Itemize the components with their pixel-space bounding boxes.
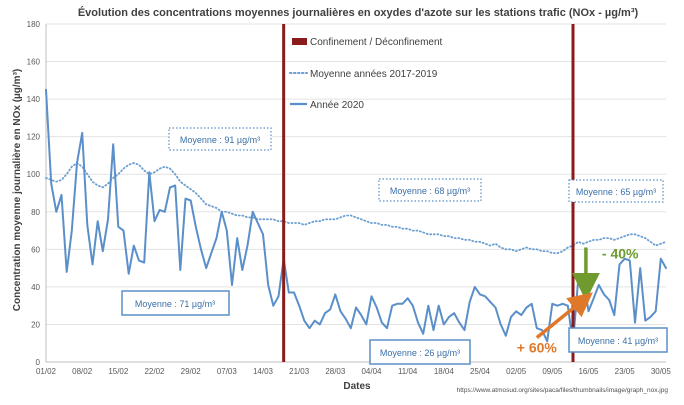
x-tick-label-14: 09/05 xyxy=(542,367,563,376)
increase-arrow xyxy=(535,292,593,339)
annotation-mean-26: Moyenne : 26 µg/m³ xyxy=(369,339,471,365)
legend-swatch-confinement xyxy=(292,38,307,45)
x-tick-label-7: 21/03 xyxy=(289,367,310,376)
axes xyxy=(45,24,666,363)
series-line-1 xyxy=(45,88,667,345)
annotation-mean-65-text: Moyenne : 65 µg/m³ xyxy=(576,187,656,197)
y-tick-label-3: 60 xyxy=(31,245,40,254)
x-tick-label-11: 18/04 xyxy=(434,367,455,376)
annotation-mean-91: Moyenne : 91 µg/m³ xyxy=(168,127,272,151)
legend: Confinement / Déconfinement Moyenne anné… xyxy=(289,37,443,111)
annotation-mean-68-text: Moyenne : 68 µg/m³ xyxy=(390,186,470,196)
y-axis-label: Concentration moyenne journalière en NOx… xyxy=(12,69,23,311)
legend-label-confinement: Confinement / Déconfinement xyxy=(310,37,443,48)
x-tick-label-4: 29/02 xyxy=(181,367,202,376)
source-url: https://www.atmosud.org/sites/paca/files… xyxy=(457,387,669,394)
y-tick-label-8: 160 xyxy=(27,58,41,67)
y-tick-label-5: 100 xyxy=(27,170,41,179)
y-tick-label-4: 80 xyxy=(31,208,40,217)
x-tick-label-12: 25/04 xyxy=(470,367,491,376)
y-tick-label-6: 120 xyxy=(27,133,41,142)
x-tick-label-6: 14/03 xyxy=(253,367,274,376)
x-tick-label-10: 11/04 xyxy=(398,367,418,376)
x-tick-label-17: 30/05 xyxy=(651,367,672,376)
y-tick-label-7: 140 xyxy=(27,95,41,104)
y-tick-label-9: 180 xyxy=(27,20,41,29)
series xyxy=(45,88,667,345)
x-tick-label-2: 15/02 xyxy=(108,367,129,376)
annotations: Moyenne : 91 µg/m³ Moyenne : 68 µg/m³ Mo… xyxy=(121,127,668,365)
y-tick-label-2: 40 xyxy=(31,283,40,292)
x-tick-label-16: 23/05 xyxy=(615,367,636,376)
annotation-mean-71-text: Moyenne : 71 µg/m³ xyxy=(135,299,215,309)
x-tick-label-0: 01/02 xyxy=(36,367,57,376)
x-tick-label-1: 08/02 xyxy=(72,367,93,376)
annotation-mean-65: Moyenne : 65 µg/m³ xyxy=(568,179,664,203)
legend-label-2020: Année 2020 xyxy=(310,100,364,111)
x-tick-labels: 01/02 08/02 15/02 22/02 29/02 07/03 14/03 21/03… xyxy=(36,367,671,376)
x-tick-label-15: 16/05 xyxy=(578,367,599,376)
x-tick-label-8: 28/03 xyxy=(325,367,346,376)
x-axis-label: Dates xyxy=(343,381,371,392)
x-tick-label-5: 07/03 xyxy=(217,367,238,376)
x-tick-label-9: 04/04 xyxy=(361,367,382,376)
y-tick-label-0: 0 xyxy=(36,358,41,367)
annotation-mean-41: Moyenne : 41 µg/m³ xyxy=(568,327,668,353)
change-indicators: - 40% + 60% xyxy=(517,246,639,356)
x-tick-label-3: 22/02 xyxy=(144,367,165,376)
decrease-label: - 40% xyxy=(602,246,639,262)
y-tick-label-1: 20 xyxy=(31,320,40,329)
annotation-mean-41-text: Moyenne : 41 µg/m³ xyxy=(578,336,658,346)
annotation-mean-71: Moyenne : 71 µg/m³ xyxy=(121,290,230,316)
chart-title: Évolution des concentrations moyennes jo… xyxy=(78,6,639,19)
increase-label: + 60% xyxy=(517,340,558,356)
annotation-mean-91-text: Moyenne : 91 µg/m³ xyxy=(180,135,260,145)
annotation-mean-26-text: Moyenne : 26 µg/m³ xyxy=(380,348,460,358)
y-tick-labels: 0 20 40 60 80 100 120 140 160 180 xyxy=(27,20,41,367)
x-tick-label-13: 02/05 xyxy=(506,367,527,376)
annotation-mean-68: Moyenne : 68 µg/m³ xyxy=(378,178,482,202)
legend-label-average: Moyenne années 2017-2019 xyxy=(310,69,438,80)
